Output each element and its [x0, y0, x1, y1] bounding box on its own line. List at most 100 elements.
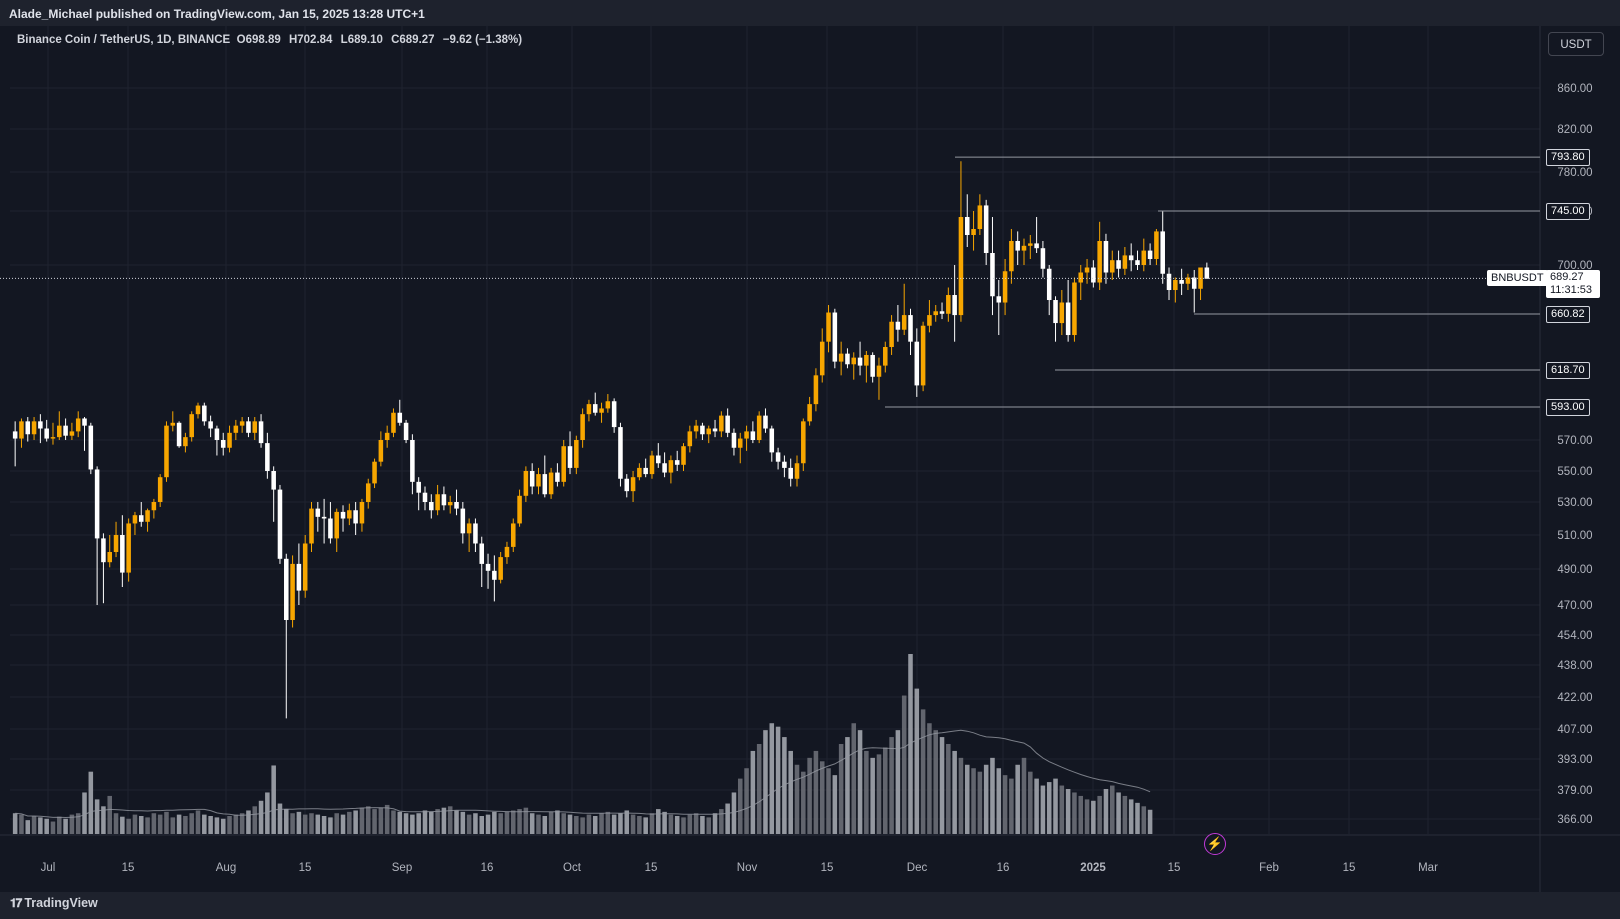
volume-bar [958, 757, 964, 834]
candle-body [315, 508, 321, 517]
volume-bar [454, 810, 459, 834]
volume-bar [662, 811, 667, 834]
chart-area[interactable]: 860.00 820.00 780.00 745.00 700.00 570.00 550.… [0, 26, 1620, 892]
candle-body [964, 217, 970, 235]
candle-body [321, 516, 327, 519]
candle-body [233, 425, 239, 433]
candle-body [239, 421, 245, 426]
volume-ma-line [15, 729, 1151, 819]
price-tick-label: 570.00 [1557, 435, 1592, 447]
volume-bar [599, 813, 604, 834]
volume-bar [624, 810, 630, 834]
candle-body [328, 518, 333, 539]
volume-bar [586, 814, 592, 834]
tradingview-logo[interactable]: 𝟏𝟕 TradingView [10, 896, 98, 911]
volume-bar [832, 775, 838, 834]
candle-body [977, 205, 983, 229]
volume-bar [378, 807, 384, 834]
price-tick-label: 780.00 [1557, 167, 1592, 179]
volume-bar [25, 820, 31, 834]
candle-body [687, 431, 693, 447]
volume-bar [1053, 778, 1058, 834]
volume-bar [510, 810, 516, 834]
candle-body [473, 523, 478, 544]
time-tick-label: Dec [907, 862, 928, 874]
candle-body [775, 452, 781, 462]
candle-body [246, 421, 251, 433]
candle-body [1116, 260, 1121, 269]
volume-bar [567, 814, 573, 834]
volume-bar [340, 814, 346, 834]
volume-bar [75, 813, 81, 834]
volume-bar [429, 811, 434, 834]
candle-body [107, 552, 113, 563]
currency-button[interactable]: USDT [1548, 32, 1604, 56]
volume-bar [290, 813, 295, 834]
candle-body [857, 357, 863, 366]
candle-body [567, 446, 573, 468]
level-price-label: 793.80 [1546, 149, 1590, 167]
candle-body [958, 217, 964, 316]
candle-body [397, 412, 403, 423]
candle-body [826, 312, 831, 342]
time-tick-label: 15 [1168, 862, 1181, 874]
volume-bar [12, 813, 18, 834]
volume-bar [183, 816, 188, 834]
volume-bar [1135, 802, 1140, 834]
volume-bar [914, 688, 920, 834]
candle-body [1009, 241, 1014, 272]
lightning-icon[interactable]: ⚡ [1204, 833, 1226, 855]
high-label: H [288, 34, 298, 46]
volume-bar [334, 813, 339, 834]
volume-bar [1141, 806, 1147, 834]
volume-bar [517, 809, 522, 834]
volume-bar [1084, 799, 1090, 834]
candle-body [838, 353, 844, 362]
volume-bar [157, 814, 163, 834]
volume-bar [19, 814, 24, 834]
volume-bar [801, 771, 806, 834]
time-tick-label: 15 [299, 862, 312, 874]
candle-body [220, 440, 226, 448]
time-tick-label: 15 [645, 862, 658, 874]
symbol-legend: Binance Coin / TetherUS, 1D, BINANCE O69… [17, 34, 527, 46]
volume-bar [782, 737, 787, 834]
volume-bar [649, 813, 655, 834]
time-tick-label: 16 [481, 862, 494, 874]
candle-body [1154, 231, 1159, 259]
volume-bar [845, 737, 850, 834]
price-tick-label: 393.00 [1557, 754, 1592, 766]
candle-body [693, 425, 699, 432]
candle-body [952, 295, 957, 316]
close-value: 689.27 [399, 34, 435, 46]
price-tick-label: 530.00 [1557, 497, 1592, 509]
candle-body [605, 401, 611, 409]
volume-bar [996, 768, 1002, 834]
chart-canvas[interactable]: 860.00 820.00 780.00 745.00 700.00 570.00 550.… [0, 26, 1620, 892]
open-label: O [236, 34, 246, 46]
candle-body [309, 508, 314, 544]
volume-bar [227, 816, 232, 834]
volume-bar [359, 807, 365, 834]
candle-body [138, 515, 144, 522]
candle-body [1002, 271, 1008, 303]
volume-bar [372, 809, 377, 834]
volume-bar [233, 814, 239, 834]
candle-body [1141, 250, 1147, 265]
level-price-label: 618.70 [1546, 362, 1590, 379]
volume-bar [637, 816, 642, 834]
candle-body [170, 422, 176, 426]
candle-body [788, 467, 793, 479]
candle-body [44, 428, 49, 439]
candle-body [1128, 255, 1134, 261]
candle-body [517, 495, 522, 524]
candle-body [441, 494, 447, 506]
candle-body [466, 523, 472, 534]
volume-bar [561, 813, 566, 834]
volume-bar [214, 817, 220, 834]
candle-body [277, 489, 283, 559]
candle-body [794, 463, 800, 479]
candle-body [611, 401, 617, 428]
candle-body [258, 421, 264, 444]
candle-body [227, 432, 232, 448]
